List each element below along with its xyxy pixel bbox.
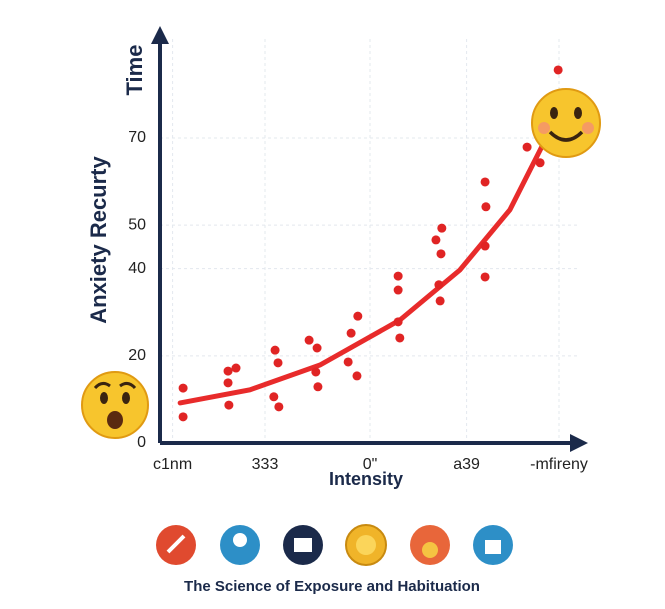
x-axis-label: Intensity: [329, 469, 403, 489]
icon-row: [156, 524, 513, 566]
data-point: [231, 363, 241, 373]
data-point: [395, 333, 405, 343]
axes: [151, 26, 588, 452]
sad-emoji: [81, 371, 149, 439]
y-axis-top-label: Time: [122, 45, 147, 96]
data-point: [346, 328, 356, 338]
data-point: [311, 367, 321, 377]
happy-emoji: [531, 88, 601, 158]
data-point: [223, 366, 233, 376]
data-point: [273, 358, 283, 368]
data-point: [274, 402, 284, 412]
y-axis-arrow: [151, 26, 169, 44]
data-point: [437, 223, 447, 233]
fit-curve: [177, 137, 548, 406]
y-tick-label: 50: [128, 216, 146, 233]
y-tick-label: 20: [128, 347, 146, 364]
x-tick-label: c1nm: [153, 456, 192, 473]
x-tick-label: -mfireny: [530, 456, 588, 473]
chart-title: The Science of Exposure and Habituation: [184, 578, 480, 595]
x-tick-label: 333: [252, 456, 279, 473]
data-point: [352, 371, 362, 381]
data-point: [223, 378, 233, 388]
data-point: [481, 202, 491, 212]
data-point: [178, 412, 188, 422]
data-point: [431, 235, 441, 245]
data-point: [224, 400, 234, 410]
y-tick-label: 70: [128, 129, 146, 146]
data-point: [480, 177, 490, 187]
x-tick-label: a39: [453, 456, 480, 473]
data-point: [553, 65, 563, 75]
data-point: [435, 296, 445, 306]
data-point: [434, 280, 444, 290]
x-axis-arrow: [570, 434, 588, 452]
y-tick-label: 40: [128, 260, 146, 277]
data-point: [304, 335, 314, 345]
data-point: [535, 158, 545, 168]
y-tick-label: 0: [137, 434, 146, 451]
data-point: [353, 311, 363, 321]
x-tick-label: 0": [363, 456, 378, 473]
data-point: [178, 383, 188, 393]
data-point: [522, 142, 532, 152]
data-point: [480, 241, 490, 251]
data-point: [436, 249, 446, 259]
data-point: [312, 343, 322, 353]
data-point: [270, 345, 280, 355]
data-point: [313, 382, 323, 392]
y-axis-label: Anxiety Recurty: [86, 155, 111, 323]
data-point: [393, 271, 403, 281]
data-point: [393, 285, 403, 295]
data-point: [393, 317, 403, 327]
data-point: [343, 357, 353, 367]
data-point: [269, 392, 279, 402]
data-point: [480, 272, 490, 282]
